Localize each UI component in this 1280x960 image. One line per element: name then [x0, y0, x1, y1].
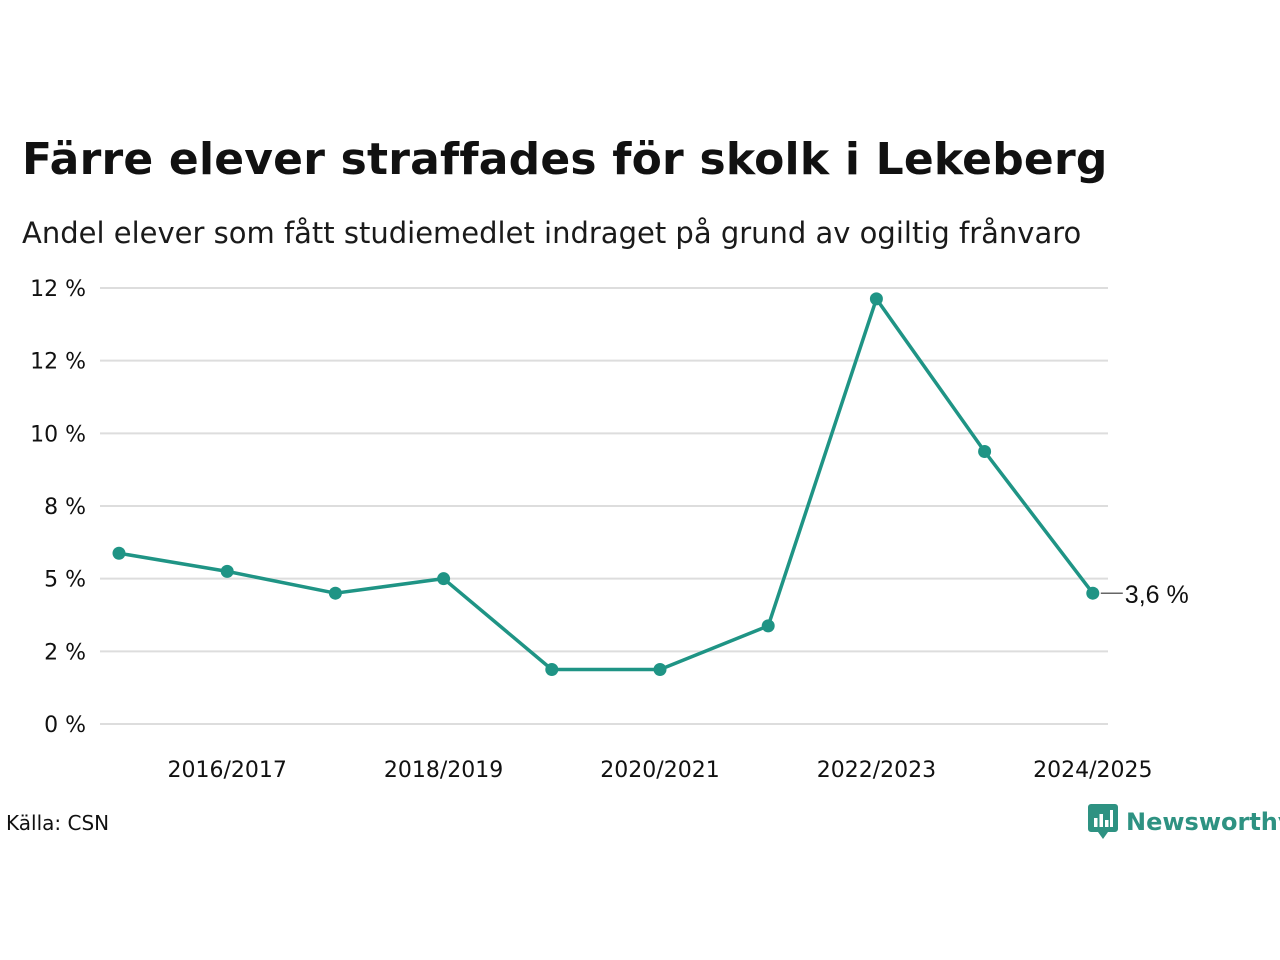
series-group: 3,6 % [112, 292, 1189, 676]
chart-subtitle: Andel elever som fått studiemedlet indra… [22, 216, 1082, 250]
end-value-label: 3,6 % [1125, 581, 1189, 609]
source-note: Källa: CSN [6, 811, 110, 835]
data-point [653, 663, 667, 676]
y-tick-label: 8 % [44, 495, 86, 520]
y-tick-label: 0 % [44, 713, 86, 738]
brand-logo: Newsworthy [1088, 804, 1280, 840]
data-point [545, 663, 559, 676]
data-point [978, 445, 992, 458]
data-point [112, 546, 126, 560]
x-tick-label: 2024/2025 [1033, 758, 1152, 783]
gridlines [100, 287, 1108, 725]
x-tick-label: 2018/2019 [384, 758, 503, 783]
series-line [118, 297, 1095, 672]
x-tick-label: 2022/2023 [817, 758, 936, 783]
y-axis: 0 % 2 % 5 % 8 % 10 % 12 % 12 % [30, 277, 86, 738]
y-tick-label: 2 % [44, 640, 86, 665]
data-point [220, 564, 234, 578]
y-tick-label: 12 % [30, 277, 86, 302]
x-axis: 2016/2017 2018/2019 2020/2021 2022/2023 2024… [168, 758, 1153, 783]
newsworthy-logo-icon [1088, 804, 1118, 839]
x-tick-label: 2016/2017 [168, 758, 287, 783]
y-tick-label: 5 % [44, 568, 86, 593]
x-tick-label: 2020/2021 [600, 758, 719, 783]
data-point [1086, 586, 1100, 600]
data-point [437, 572, 451, 586]
y-tick-label: 10 % [30, 422, 86, 447]
data-point [328, 586, 342, 600]
y-tick-label: 12 % [30, 350, 86, 375]
data-point [869, 292, 883, 306]
data-point [761, 619, 775, 633]
chart-title: Färre elever straffades för skolk i Leke… [22, 134, 1108, 185]
brand-name: Newsworthy [1126, 808, 1280, 836]
